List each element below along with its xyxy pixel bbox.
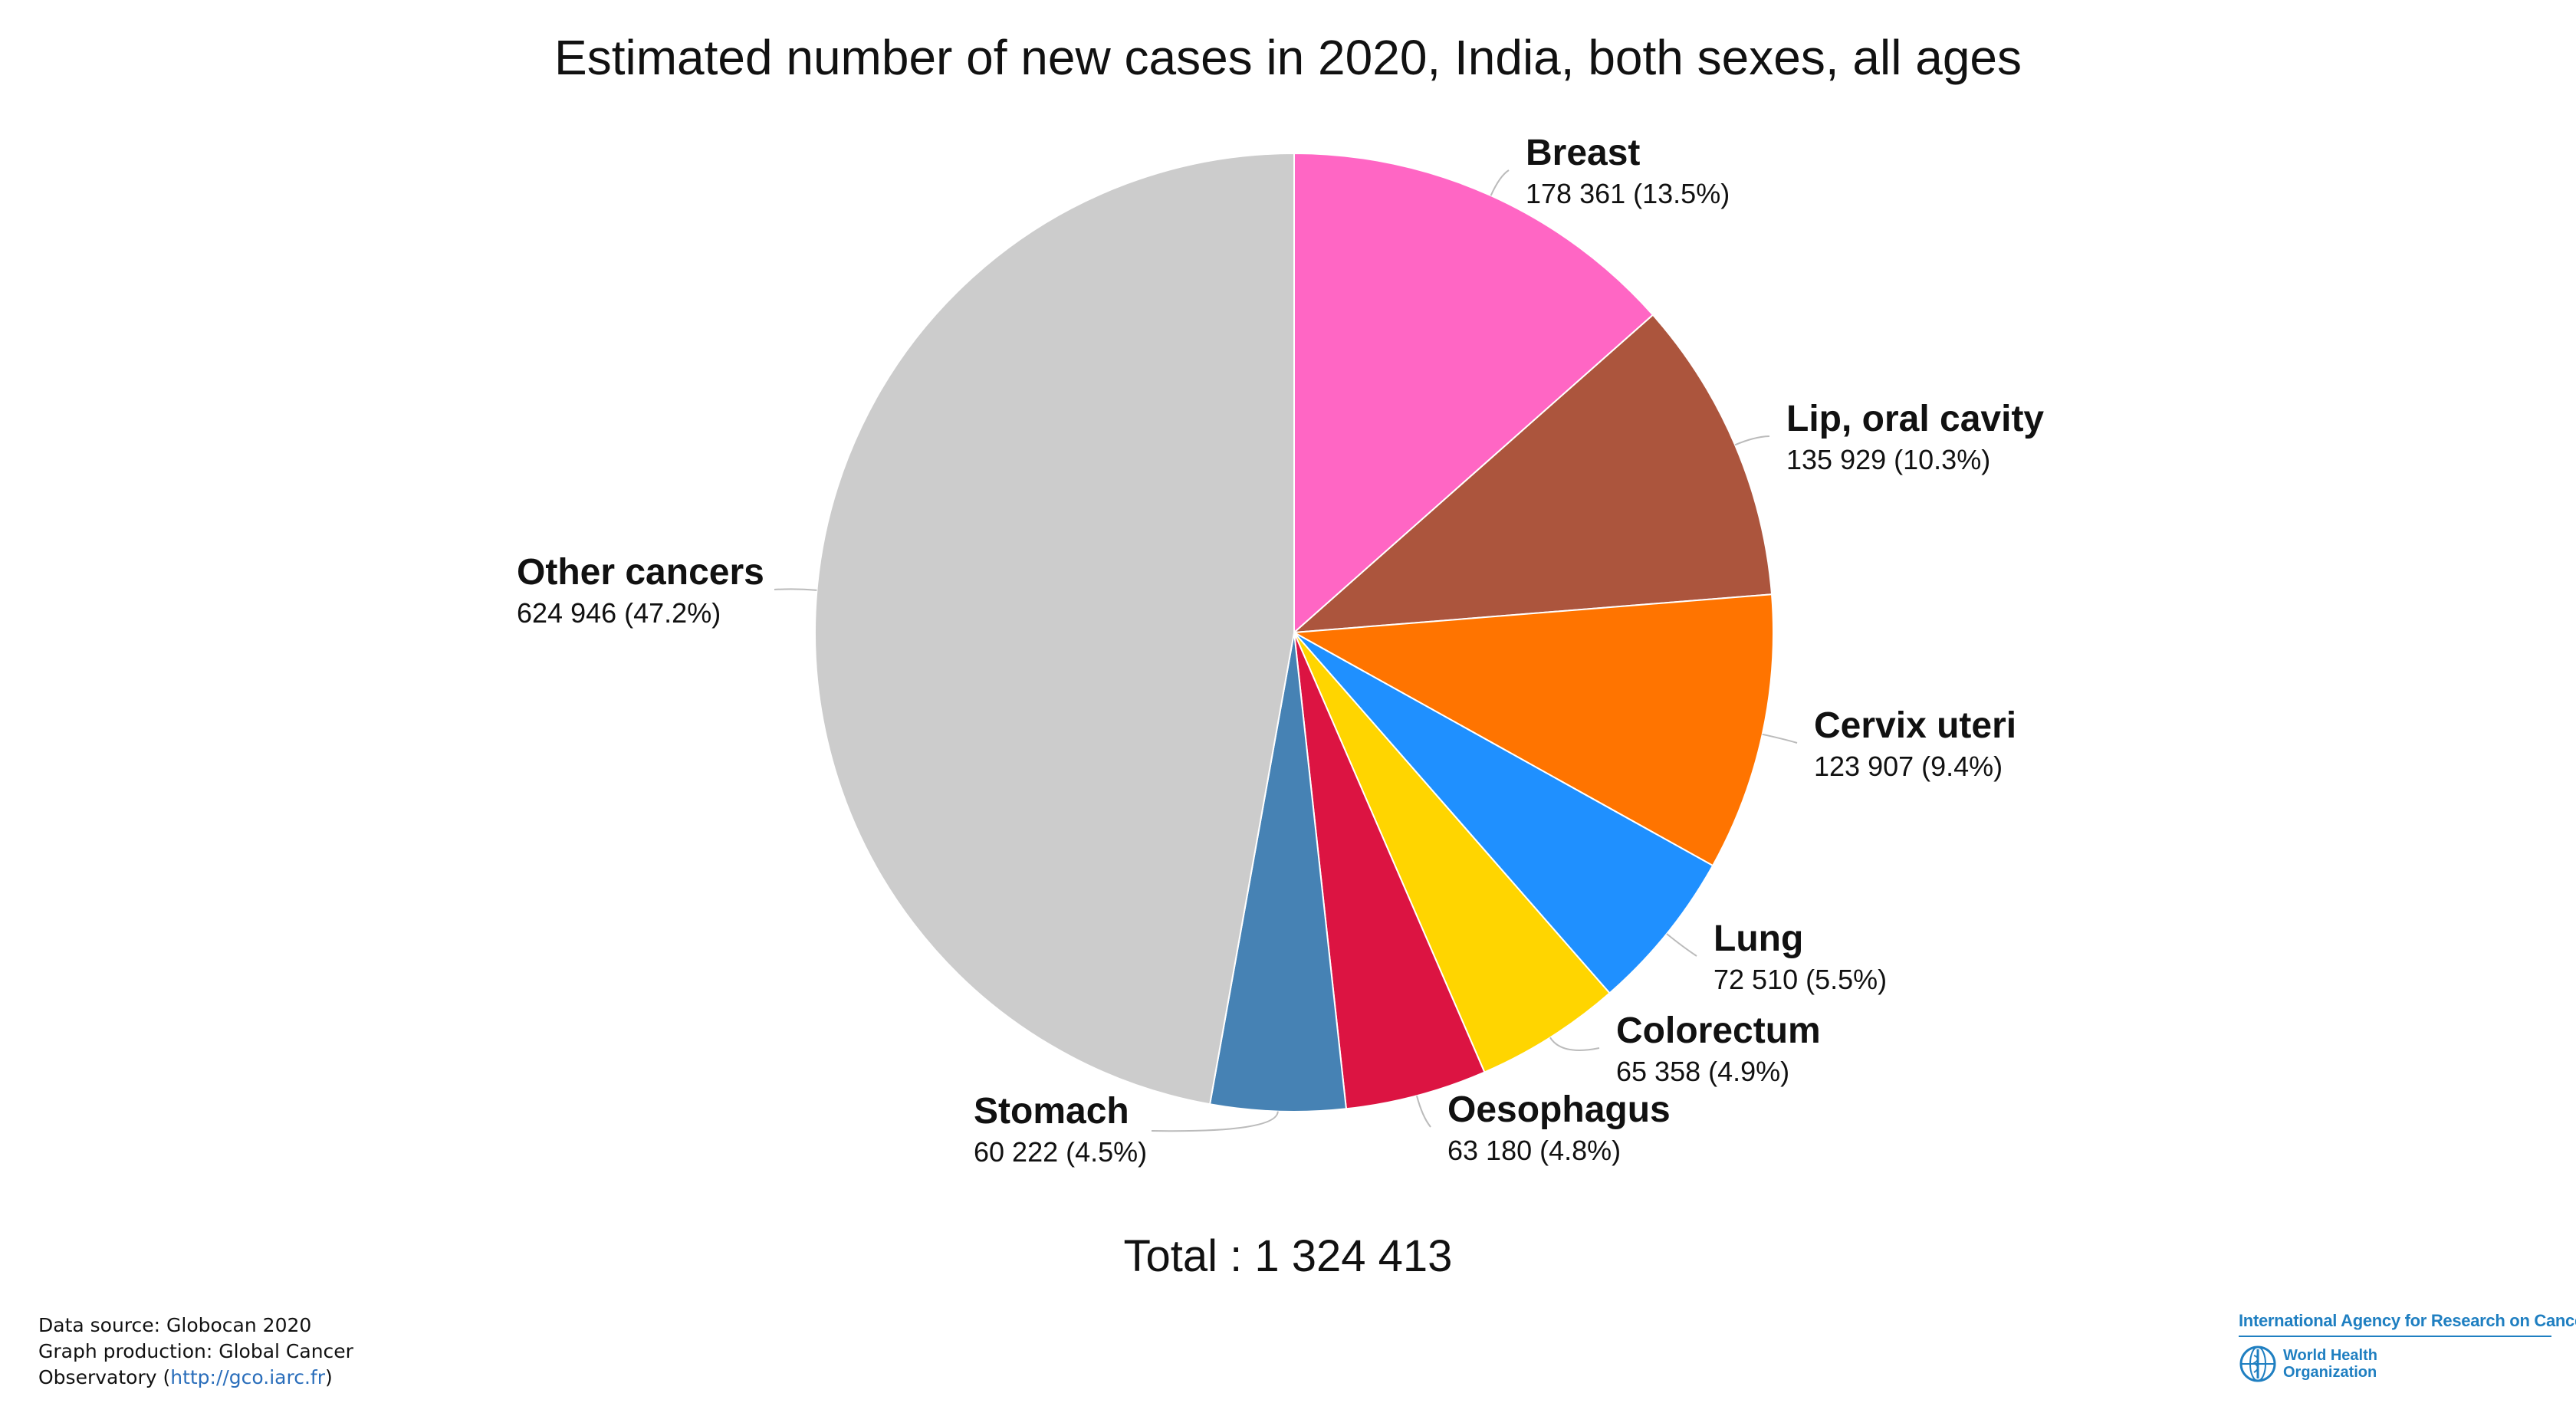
footer-credits: Data source: Globocan 2020 Graph product… (38, 1313, 353, 1391)
slice-value-lung: 72 510 (5.5%) (1714, 964, 1887, 995)
data-source-text: Data source: Globocan 2020 (38, 1314, 312, 1336)
leader-line-breast (1490, 169, 1510, 196)
leader-line-other-cancers (774, 588, 817, 591)
slice-value-lip-oral-cavity: 135 929 (10.3%) (1786, 444, 1990, 475)
total-label: Total : 1 324 413 (1123, 1231, 1453, 1281)
leader-line-oesophagus (1415, 1095, 1431, 1128)
slice-value-cervix-uteri: 123 907 (9.4%) (1814, 751, 2003, 782)
observatory-prefix: Observatory ( (38, 1366, 171, 1388)
gco-link[interactable]: http://gco.iarc.fr (170, 1366, 325, 1388)
pie-slice-stomach (1208, 632, 1348, 1112)
chart-title: Estimated number of new cases in 2020, I… (554, 30, 2022, 85)
logo-divider (2239, 1336, 2551, 1337)
slice-label-stomach: Stomach (974, 1091, 1129, 1132)
leader-line-colorectum (1549, 1037, 1600, 1051)
slice-label-lung: Lung (1714, 918, 1803, 959)
graph-production-text: Graph production: Global Cancer (38, 1340, 353, 1362)
slice-value-stomach: 60 222 (4.5%) (974, 1136, 1147, 1168)
observatory-suffix: ) (325, 1366, 333, 1388)
iarc-logo-text: International Agency for Research on Can… (2239, 1311, 2576, 1330)
leader-line-cervix-uteri (1762, 733, 1798, 744)
slice-label-lip-oral-cavity: Lip, oral cavity (1786, 399, 2044, 439)
who-logo-text: World Health Organization (2283, 1347, 2377, 1381)
slice-value-other-cancers: 624 946 (47.2%) (517, 597, 721, 629)
slice-value-oesophagus: 63 180 (4.8%) (1447, 1135, 1621, 1166)
slice-label-breast: Breast (1526, 133, 1640, 173)
slice-value-breast: 178 361 (13.5%) (1526, 178, 1730, 209)
leader-line-lip-oral-cavity (1734, 435, 1770, 446)
slice-label-other-cancers: Other cancers (517, 552, 764, 593)
pie-slice-cervix-uteri (1291, 593, 1774, 867)
slice-label-colorectum: Colorectum (1616, 1010, 1821, 1051)
slice-label-oesophagus: Oesophagus (1447, 1089, 1671, 1130)
leader-line-stomach (1151, 1111, 1279, 1132)
slice-label-cervix-uteri: Cervix uteri (1814, 705, 2016, 746)
pie-slice-oesophagus (1293, 632, 1486, 1110)
pie-slice-other-cancers (814, 152, 1295, 1106)
who-emblem-icon (2239, 1346, 2276, 1382)
pie-slice-lung (1293, 632, 1714, 994)
leader-line-lung (1666, 933, 1697, 957)
pie-slice-colorectum (1293, 632, 1611, 1073)
slice-value-colorectum: 65 358 (4.9%) (1616, 1056, 1789, 1087)
logo-block: International Agency for Research on Can… (2239, 1311, 2576, 1383)
who-logo: World Health Organization (2239, 1345, 2553, 1383)
observatory-text: Observatory (http://gco.iarc.fr) (38, 1365, 353, 1391)
